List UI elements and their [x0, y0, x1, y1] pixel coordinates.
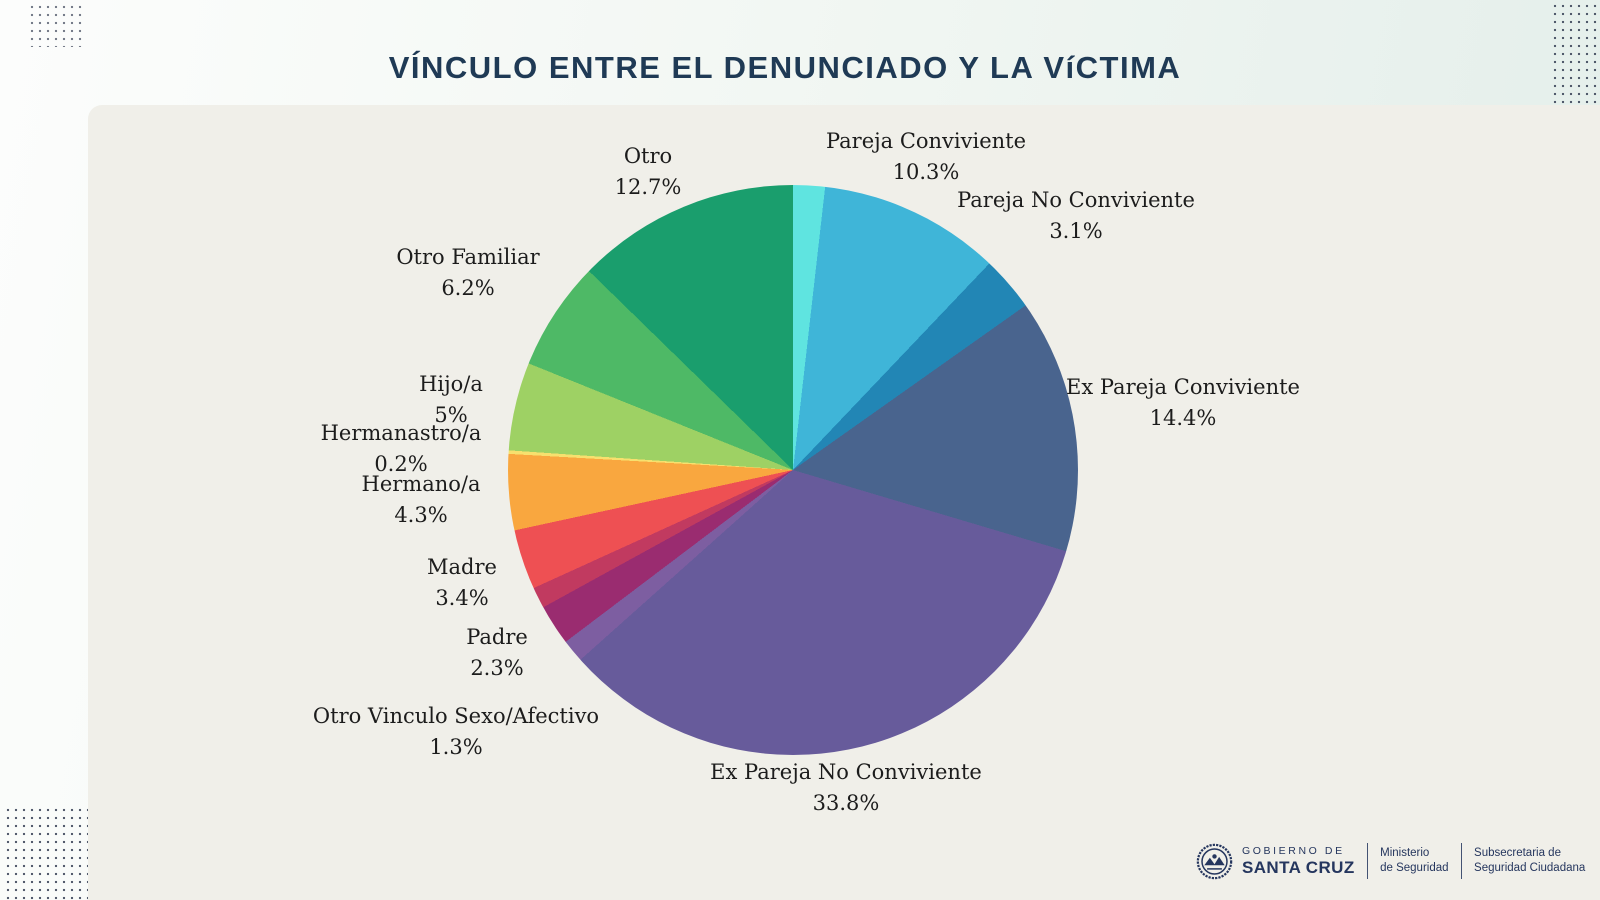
- pie-slice-label: Hermano/a 4.3%: [361, 472, 481, 527]
- pie-slice-label: Hermanastro/a 0.2%: [320, 421, 482, 476]
- dot-pattern-top-right: [1551, 2, 1600, 114]
- pie-slice-label: Otro Familiar 6.2%: [396, 245, 540, 300]
- pie-chart: [508, 185, 1078, 755]
- subsecretariat-label: Subsecretaria de Seguridad Ciudadana: [1474, 847, 1586, 874]
- dot-pattern-bottom-left: [4, 806, 90, 900]
- pie-slice-label: Padre 2.3%: [466, 625, 528, 680]
- footer-divider: [1460, 843, 1463, 879]
- footer-divider: [1366, 843, 1369, 879]
- pie-slice-label: Pareja Conviviente 10.3%: [825, 129, 1027, 184]
- pie-slice-label: Pareja No Conviviente 3.1%: [957, 188, 1195, 243]
- pie-slice-label: Ex Pareja No Conviviente 33.8%: [710, 760, 982, 815]
- pie-slice-label: Ex Pareja Conviviente 14.4%: [1066, 375, 1300, 430]
- dot-pattern-top-left: [28, 3, 82, 47]
- footer-branding: GOBIERNO DE SANTA CRUZ Ministerio de Seg…: [1196, 840, 1585, 882]
- ministry-label: Ministerio de Seguridad: [1380, 847, 1449, 874]
- pie-slice-label: Otro 12.7%: [614, 144, 682, 199]
- pie-slice-label: Madre 3.4%: [427, 555, 497, 610]
- government-wordmark: GOBIERNO DE SANTA CRUZ: [1242, 846, 1355, 877]
- santa-cruz-crest-icon: [1196, 843, 1233, 879]
- pie-slice-label: Otro Vinculo Sexo/Afectivo 1.3%: [312, 704, 600, 759]
- pie-slice-label: Hijo/a 5%: [419, 372, 483, 427]
- chart-title: VÍNCULO ENTRE EL DENUNCIADO Y LA VíCTIMA: [388, 50, 1182, 85]
- gobierno-de-text: GOBIERNO DE: [1242, 844, 1345, 857]
- santa-cruz-text: SANTA CRUZ: [1242, 858, 1355, 878]
